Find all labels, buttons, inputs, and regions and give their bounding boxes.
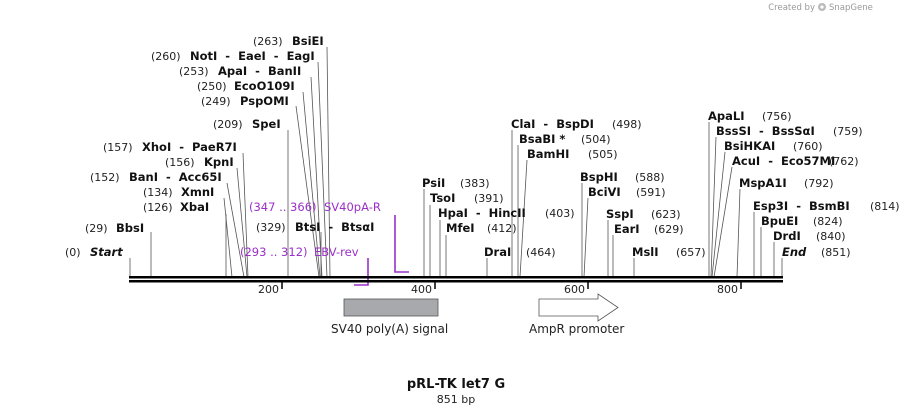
site-pos: (629): [654, 223, 684, 236]
site-pos: (391): [474, 192, 504, 205]
site-label: BciVI: [588, 185, 621, 199]
site-label: ClaI - BspDI: [511, 117, 594, 131]
credit-label: Created by: [768, 3, 815, 13]
site-pos: (464): [526, 246, 556, 259]
site-pos: (623): [651, 208, 681, 221]
leader-lines: [129, 46, 783, 278]
site-pos: (209): [213, 118, 243, 131]
tick-label: 200: [258, 283, 279, 296]
feature-sv40-polya: SV40 poly(A) signal: [331, 298, 448, 336]
site-pos: (591): [636, 186, 666, 199]
site-pos: (126): [143, 201, 173, 214]
site-pos: (329): [256, 221, 286, 234]
site-label: BssSI - BssSαI: [716, 124, 815, 138]
site-label: BbsI: [116, 221, 144, 235]
site-pos: (840): [816, 230, 846, 243]
site-pos: (504): [581, 133, 611, 146]
site-label: Esp3I - BsmBI: [753, 199, 850, 213]
site-label: EcoO109I: [234, 79, 295, 93]
tick-label: 600: [564, 283, 585, 296]
site-pos: (762): [829, 155, 859, 168]
site-pos: (588): [635, 171, 665, 184]
site-label: HpaI - HincII: [438, 206, 526, 220]
site-pos: (29): [85, 222, 108, 235]
site-pos: (253): [179, 65, 209, 78]
site-label: BpuEI: [761, 214, 798, 228]
site-label: BsiEI: [292, 34, 324, 48]
site-pos: (759): [833, 125, 863, 138]
primer-sv40pa-r: (347 .. 366) SV40pA-R: [249, 200, 409, 273]
site-label: BamHI: [527, 147, 569, 161]
site-label: End: [782, 245, 807, 259]
site-label: MslI: [632, 245, 659, 259]
site-pos: (403): [545, 207, 575, 220]
site-label: BtsI - BtsαI: [295, 220, 374, 234]
site-pos: (134): [143, 186, 173, 199]
site-label: Start: [90, 245, 123, 259]
site-pos: (505): [588, 148, 618, 161]
site-pos: (157): [103, 141, 133, 154]
site-pos: (0): [65, 246, 81, 259]
site-label: MfeI: [446, 221, 475, 235]
site-pos: (814): [870, 200, 900, 213]
site-pos: (383): [460, 177, 490, 190]
feature-label: AmpR promoter: [529, 322, 624, 336]
site-label: BsaBI *: [519, 132, 565, 146]
site-label: SpeI: [252, 117, 281, 131]
site-label: DraI: [484, 245, 511, 259]
site-pos: (249): [201, 95, 231, 108]
sequence-backbone: [129, 276, 783, 283]
site-label: PspOMI: [240, 94, 289, 108]
site-label: AcuI - Eco57MI: [732, 154, 835, 168]
credit-brand: SnapGene: [829, 3, 873, 13]
site-pos: (250): [197, 80, 227, 93]
site-label: DrdI: [773, 229, 801, 243]
primer-range: (293 .. 312): [240, 245, 308, 259]
site-label: NotI - EaeI - EagI: [190, 49, 315, 63]
site-label: EarI: [614, 222, 640, 236]
site-label: TsoI: [430, 191, 455, 205]
site-pos: (756): [762, 110, 792, 123]
site-pos: (824): [813, 215, 843, 228]
primer-name: EBV-rev: [314, 245, 359, 259]
site-pos: (760): [793, 140, 823, 153]
site-pos: (851): [821, 246, 851, 259]
scale-ticks: 200 400 600 800: [258, 282, 742, 296]
tick-label: 400: [411, 283, 432, 296]
site-label: BsiHKAI: [724, 139, 775, 153]
primer-name: SV40pA-R: [324, 200, 381, 214]
site-label: ApaLI: [708, 109, 745, 123]
site-label: SspI: [606, 207, 634, 221]
snapgene-logo-icon: [818, 3, 826, 11]
site-pos: (156): [165, 156, 195, 169]
site-pos: (412): [487, 222, 517, 235]
site-pos: (260): [151, 50, 181, 63]
tick-label: 800: [717, 283, 738, 296]
site-pos: (498): [612, 118, 642, 131]
site-labels: (0) Start (29) BbsI (126) XbaI (134) Xmn…: [65, 34, 900, 259]
site-label: MspA1I: [739, 176, 787, 190]
map-title: pRL-TK let7 G: [407, 377, 505, 392]
site-label: XbaI: [180, 200, 209, 214]
primer-range: (347 .. 366): [249, 200, 317, 214]
feature-ampr-promoter: AmpR promoter: [529, 293, 624, 336]
site-pos: (263): [253, 35, 283, 48]
feature-label: SV40 poly(A) signal: [331, 322, 448, 336]
site-label: ApaI - BanII: [218, 64, 301, 78]
site-label: KpnI: [204, 155, 234, 169]
site-label: BspHI: [580, 170, 618, 184]
site-label: XmnI: [181, 185, 214, 199]
site-label: PsiI: [422, 176, 445, 190]
site-label: XhoI - PaeR7I: [142, 140, 237, 154]
primer-ebv-rev: (293 .. 312) EBV-rev: [240, 245, 369, 286]
map-length: 851 bp: [437, 393, 475, 406]
site-pos: (792): [804, 177, 834, 190]
site-pos: (657): [676, 246, 706, 259]
site-label: BanI - Acc65I: [129, 170, 222, 184]
site-pos: (152): [90, 171, 120, 184]
